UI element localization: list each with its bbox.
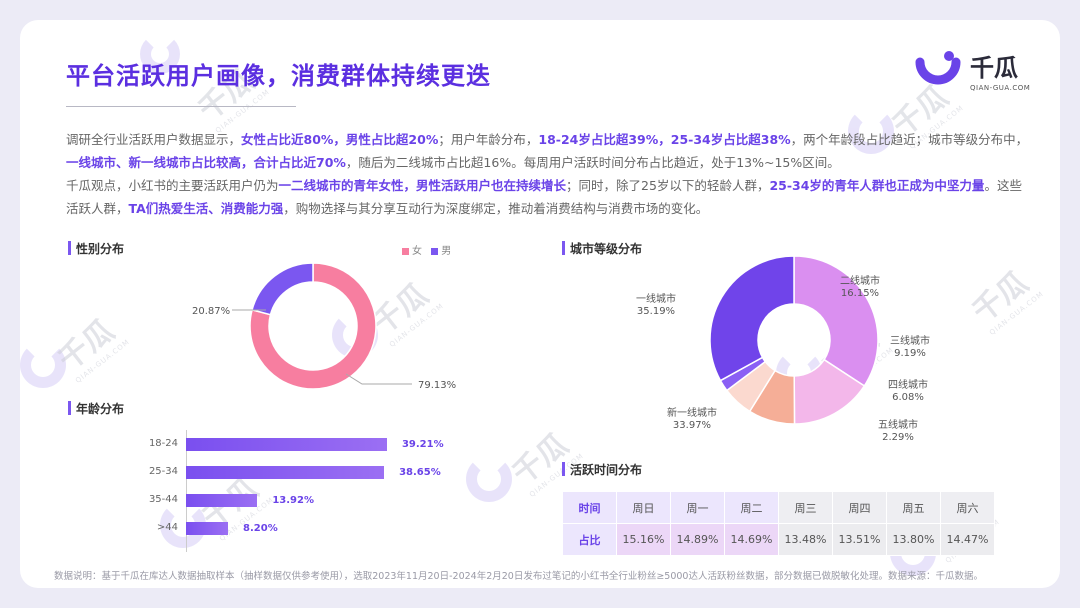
section-title-gender: 性别分布 [68, 240, 124, 257]
age-tick-label: 25-34 [148, 466, 178, 477]
highlight-text: 25-34岁的青年人群也正成为中坚力量 [769, 178, 985, 193]
city-label-name: 一线城市 [636, 292, 676, 305]
qiangua-logo-icon [915, 51, 961, 85]
age-bar-value: 39.21% [401, 439, 444, 450]
city-label-name: 新一线城市 [667, 406, 717, 419]
body-text: ；用户年龄分布， [438, 132, 539, 147]
city-label-name: 四线城市 [888, 378, 928, 391]
table-cell: 14.89% [670, 523, 725, 556]
donut-slice-city-0 [793, 255, 879, 387]
section-title-age: 年龄分布 [68, 400, 124, 417]
watermark-ring [466, 456, 512, 502]
city-label-value: 16.15% [841, 288, 879, 299]
table-row: 占比 15.16% 14.89% 14.69% 13.48% 13.51% 13.80% 14… [562, 523, 995, 556]
donut-slice-city-5 [709, 255, 795, 382]
age-tick-label: >44 [156, 522, 178, 533]
age-bar-value: 38.65% [399, 467, 441, 478]
table-cell: 13.48% [778, 523, 833, 556]
intro-paragraph-1: 调研全行业活跃用户数据显示，女性占比近80%，男性占比超20%；用户年龄分布，1… [66, 128, 1032, 174]
table-cell: 14.47% [940, 523, 995, 556]
legend-swatch-female [402, 247, 409, 255]
age-axis-line [186, 430, 187, 552]
gender-legend: 女 男 [396, 242, 451, 257]
age-tick-label: 18-24 [148, 438, 178, 449]
intro-paragraph: 调研全行业活跃用户数据显示，女性占比近80%，男性占比超20%；用户年龄分布，1… [66, 128, 1032, 220]
donut-slice-male [251, 262, 314, 316]
table-column-header: 周三 [778, 491, 833, 524]
highlight-text: 女性占比近80%，男性占比超20% [241, 132, 439, 147]
city-label-name: 五线城市 [878, 418, 918, 431]
legend-label-male: 男 [441, 246, 452, 257]
table-column-header: 周一 [670, 491, 725, 524]
active-time-table: 时间 周日 周一 周二 周三 周四 周五 周六 占比 15.16% 14.89% 14.69% 13.… [562, 491, 995, 556]
city-label-name: 三线城市 [890, 334, 930, 347]
watermark-ring [20, 342, 66, 388]
body-text: ；同时，除了25岁以下的轻龄人群， [566, 178, 770, 193]
section-title-city: 城市等级分布 [562, 240, 642, 257]
age-bar-value: 8.20% [243, 523, 278, 534]
table-column-header: 周五 [886, 491, 941, 524]
body-text: 。这些活跃人群， [66, 178, 1022, 216]
logo-name: 千瓜 [970, 54, 1018, 82]
age-bar [186, 466, 385, 479]
title-underline [66, 106, 296, 107]
highlight-text: 一线城市、新一线城市占比较高，合计占比近70% [66, 155, 346, 170]
donut-slice-female [249, 262, 377, 390]
table-header-cell: 占比 [562, 523, 617, 556]
page-title: 平台活跃用户画像，消费群体持续更迭 [66, 62, 491, 90]
city-label-value: 33.97% [673, 420, 711, 431]
data-label-male: 20.87% [192, 306, 230, 317]
age-bar [186, 494, 258, 507]
body-text: 调研全行业活跃用户数据显示， [66, 132, 242, 147]
body-text: 千瓜观点，小红书的主要活跃用户仍为 [66, 178, 279, 193]
city-label-value: 6.08% [892, 392, 924, 403]
table-header-cell: 时间 [562, 491, 617, 524]
age-bar-value: 13.92% [272, 495, 314, 506]
body-text: ，购物选择与其分享互动行为深度绑定，推动着消费结构与消费市场的变化。 [283, 201, 709, 216]
table-cell: 15.16% [616, 523, 671, 556]
table-cell: 14.69% [724, 523, 779, 556]
body-text: ，两个年龄段占比趋近；城市等级分布中， [790, 132, 1029, 147]
data-label-female: 79.13% [418, 380, 456, 391]
table-cell: 13.51% [832, 523, 887, 556]
age-tick-label: 35-44 [148, 494, 178, 505]
table-column-header: 周二 [724, 491, 779, 524]
legend-label-female: 女 [412, 246, 422, 257]
table-column-header: 周四 [832, 491, 887, 524]
section-title-time: 活跃时间分布 [562, 461, 642, 478]
table-cell: 13.80% [886, 523, 941, 556]
highlight-text: 一二线城市的青年女性，男性活跃用户也在持续增长 [278, 178, 567, 193]
city-label-value: 9.19% [894, 348, 926, 359]
highlight-text: TA们热爱生活、消费能力强 [128, 201, 284, 216]
legend-swatch-male [431, 247, 439, 255]
body-text: ，随后为二线城市占比超16%。每周用户活跃时间分布占比趋近，处于13%~15%区… [345, 155, 840, 170]
age-bar [186, 522, 229, 535]
brand-logo: 千瓜 QIAN-GUA.COM [914, 46, 1034, 104]
leader-line-female [345, 373, 412, 385]
intro-paragraph-2: 千瓜观点，小红书的主要活跃用户仍为一二线城市的青年女性，男性活跃用户也在持续增长… [66, 174, 1032, 220]
footnote: 数据说明：基于千瓜在库达人数据抽取样本（抽样数据仅供参考使用），选取2023年1… [54, 571, 983, 582]
city-label-value: 35.19% [637, 306, 675, 317]
logo-url: QIAN-GUA.COM [970, 84, 1031, 92]
city-label-name: 二线城市 [840, 274, 880, 287]
city-label-value: 2.29% [882, 432, 914, 442]
table-header-row: 时间 周日 周一 周二 周三 周四 周五 周六 [562, 491, 995, 524]
table-column-header: 周日 [616, 491, 671, 524]
gender-donut-chart: 79.13% 20.87% [192, 262, 456, 391]
highlight-text: 18-24岁占比超39%，25-34岁占比超38% [538, 132, 791, 147]
age-bar [186, 438, 387, 451]
table-column-header: 周六 [940, 491, 995, 524]
